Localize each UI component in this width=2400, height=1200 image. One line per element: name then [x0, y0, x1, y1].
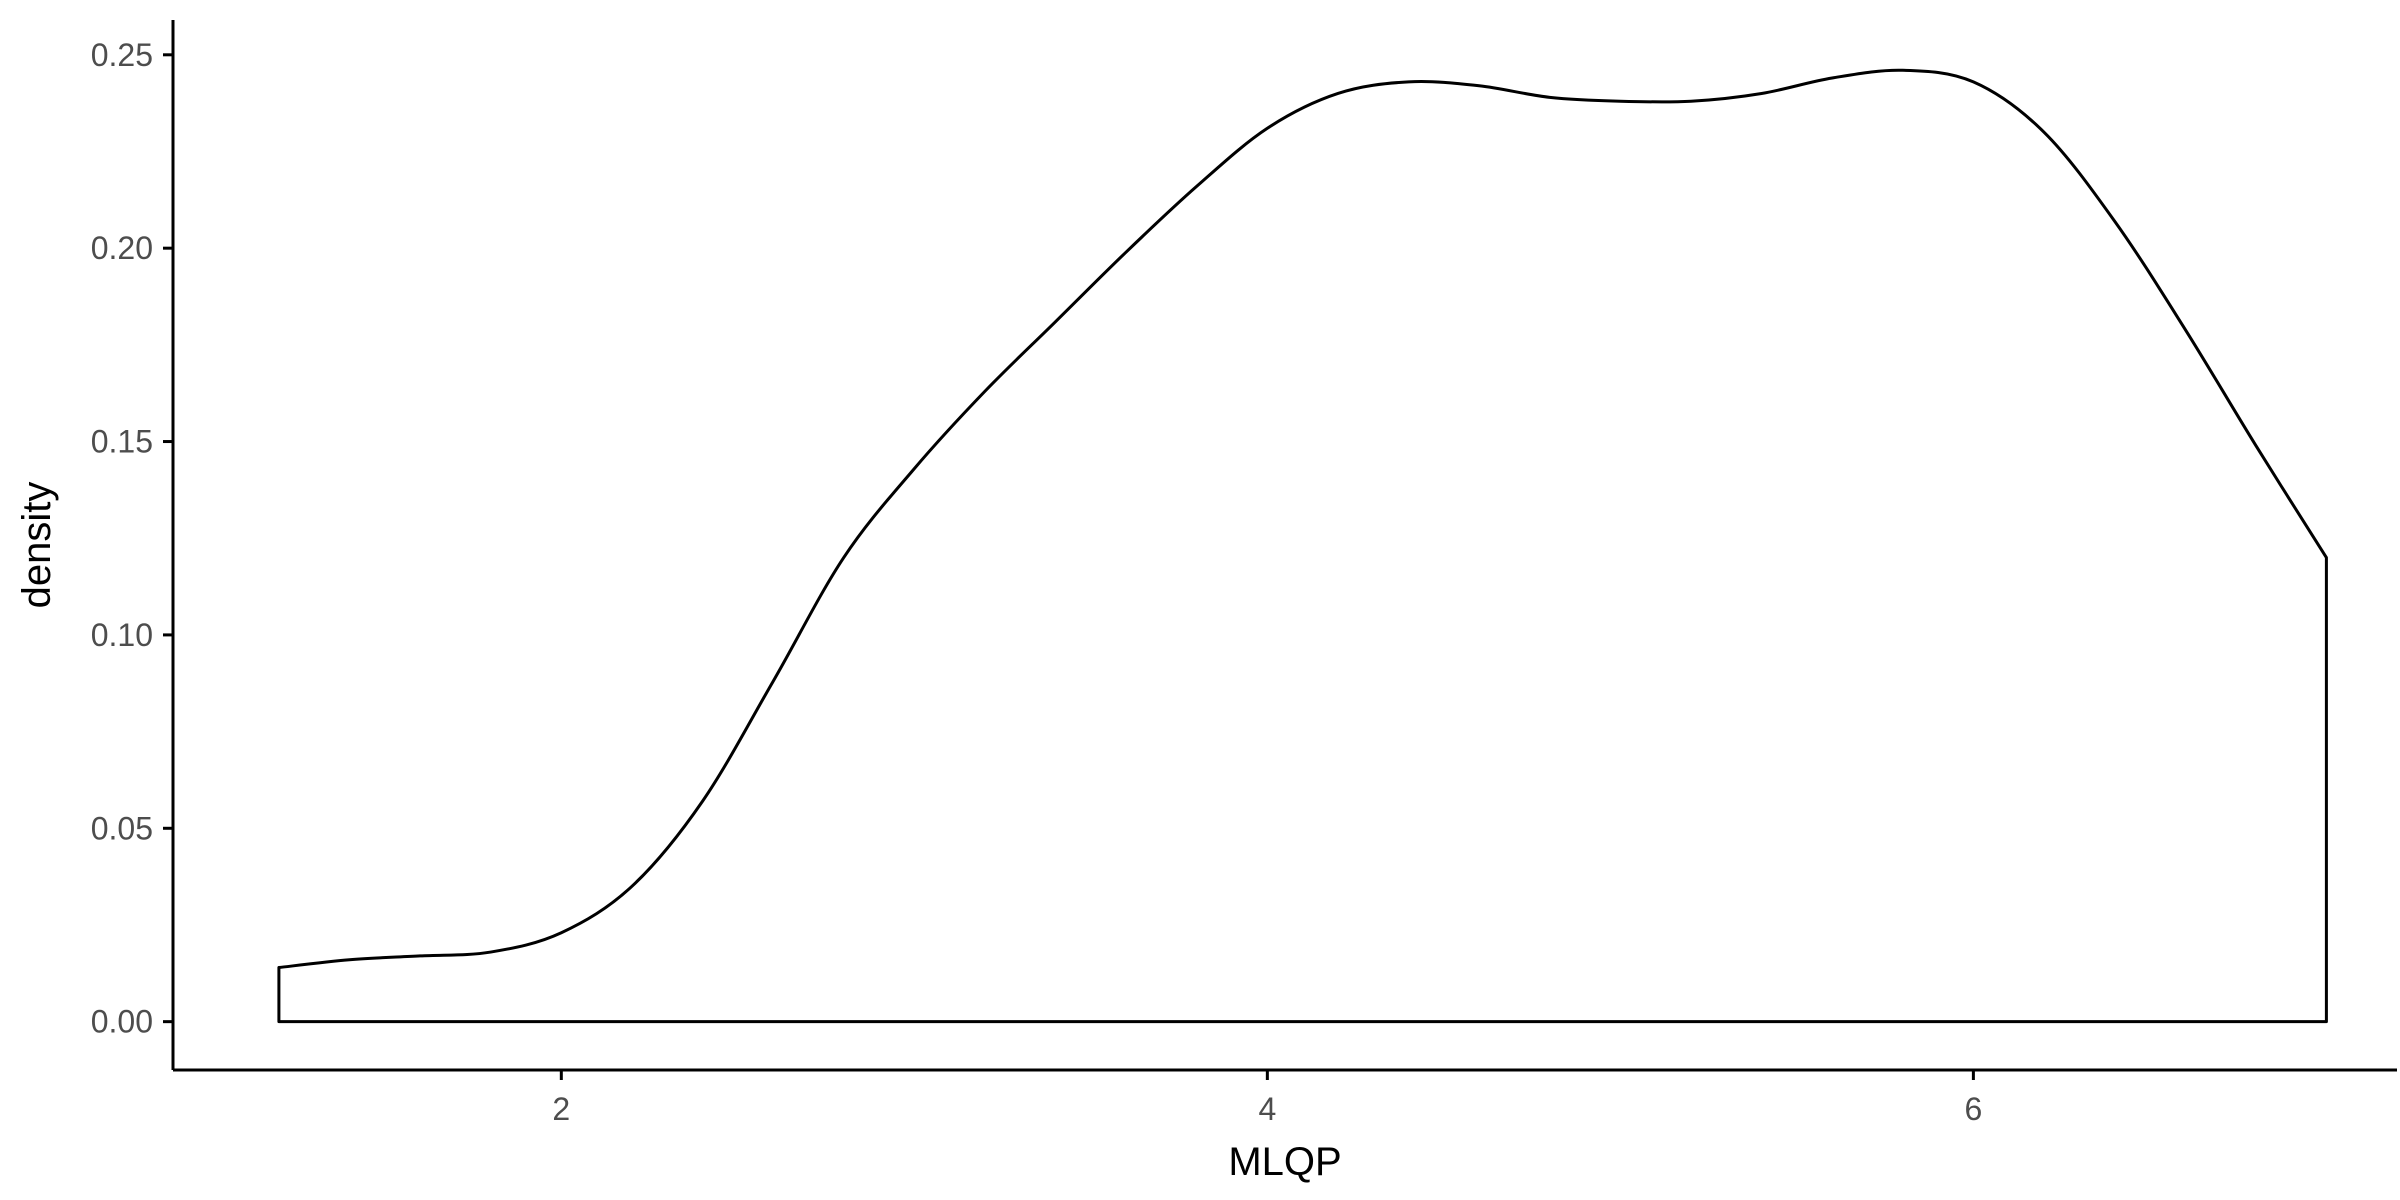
x-tick-label: 2 [552, 1091, 570, 1127]
y-tick-label: 0.05 [91, 810, 153, 846]
plot-area [277, 68, 2328, 1024]
y-tick-label: 0.15 [91, 424, 153, 460]
y-tick-label: 0.20 [91, 230, 153, 266]
y-tick-label: 0.00 [91, 1004, 153, 1040]
y-axis-ticks: 0.00 0.05 0.10 0.15 0.20 0.25 [91, 37, 173, 1040]
density-curve [277, 68, 2328, 1024]
y-tick-label: 0.10 [91, 617, 153, 653]
x-axis-title: MLQP [1228, 1140, 1341, 1184]
y-tick-label: 0.25 [91, 37, 153, 73]
x-tick-label: 4 [1258, 1091, 1276, 1127]
x-axis-ticks: 2 4 6 [552, 1070, 1982, 1127]
x-tick-label: 6 [1964, 1091, 1982, 1127]
y-axis-title: density [15, 482, 59, 609]
